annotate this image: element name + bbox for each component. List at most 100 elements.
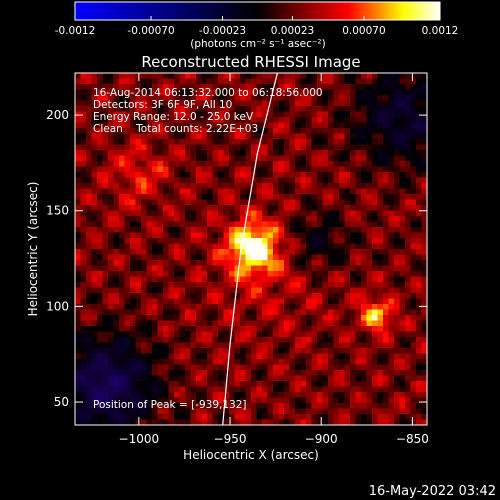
heatmap-cell xyxy=(229,265,235,272)
heatmap-cell xyxy=(234,106,241,112)
heatmap-cell xyxy=(108,337,114,343)
heatmap-cell xyxy=(311,243,318,250)
heatmap-cell xyxy=(124,298,131,305)
heatmap-cell xyxy=(278,342,285,349)
heatmap-cell xyxy=(113,155,120,162)
heatmap-cell xyxy=(146,403,153,409)
heatmap-cell xyxy=(339,144,345,151)
heatmap-cell xyxy=(394,238,400,244)
heatmap-cell xyxy=(339,287,345,294)
heatmap-cell xyxy=(102,249,109,255)
heatmap-cell xyxy=(317,199,323,206)
heatmap-cell xyxy=(295,89,301,96)
heatmap-cell xyxy=(366,144,373,151)
heatmap-cell xyxy=(152,78,158,85)
heatmap-cell xyxy=(421,161,427,167)
heatmap-cell xyxy=(388,73,395,79)
heatmap-cell xyxy=(339,315,345,321)
heatmap-cell xyxy=(278,243,285,250)
heatmap-cell xyxy=(317,172,323,178)
heatmap-cell xyxy=(388,293,395,299)
heatmap-cell xyxy=(350,353,356,360)
heatmap-cell xyxy=(317,260,323,266)
heatmap-cell xyxy=(168,95,175,101)
heatmap-cell xyxy=(344,276,351,283)
heatmap-cell xyxy=(196,106,202,112)
heatmap-cell xyxy=(179,177,186,184)
heatmap-cell xyxy=(278,298,285,305)
heatmap-cell xyxy=(262,304,268,310)
heatmap-cell xyxy=(179,359,186,365)
heatmap-cell xyxy=(157,155,164,162)
heatmap-cell xyxy=(91,221,98,228)
heatmap-cell xyxy=(273,337,279,343)
heatmap-cell xyxy=(152,414,158,420)
heatmap-cell xyxy=(146,359,153,365)
heatmap-cell xyxy=(141,232,147,239)
heatmap-cell xyxy=(146,166,153,173)
heatmap-cell xyxy=(388,381,395,387)
heatmap-cell xyxy=(75,155,81,162)
heatmap-cell xyxy=(179,210,186,217)
heatmap-cell xyxy=(190,111,197,118)
heatmap-cell xyxy=(135,408,142,415)
heatmap-cell xyxy=(130,403,136,409)
heatmap-cell xyxy=(295,177,301,184)
heatmap-cell xyxy=(328,205,334,211)
heatmap-cell xyxy=(196,408,202,415)
heatmap-cell xyxy=(262,177,268,184)
heatmap-cell xyxy=(388,188,395,195)
heatmap-cell xyxy=(179,188,186,195)
heatmap-cell xyxy=(267,254,274,261)
heatmap-cell xyxy=(108,177,114,184)
heatmap-cell xyxy=(372,419,378,425)
heatmap-cell xyxy=(339,205,345,211)
heatmap-cell xyxy=(350,128,356,134)
heatmap-cell xyxy=(201,397,208,404)
heatmap-cell xyxy=(152,89,158,96)
heatmap-cell xyxy=(300,265,307,272)
heatmap-cell xyxy=(218,144,224,151)
heatmap-cell xyxy=(245,172,252,178)
x-tick-label: −950 xyxy=(214,432,247,446)
heatmap-cell xyxy=(163,106,169,112)
heatmap-cell xyxy=(256,260,263,266)
heatmap-cell xyxy=(256,166,263,173)
heatmap-cell xyxy=(196,403,202,409)
heatmap-cell xyxy=(201,183,208,189)
heatmap-cell xyxy=(212,331,219,338)
heatmap-cell xyxy=(223,282,230,288)
heatmap-cell xyxy=(190,128,197,134)
heatmap-cell xyxy=(179,254,186,261)
heatmap-cell xyxy=(157,282,164,288)
heatmap-cell xyxy=(163,392,169,398)
heatmap-cell xyxy=(218,166,224,173)
heatmap-cell xyxy=(300,243,307,250)
heatmap-cell xyxy=(350,172,356,178)
heatmap-cell xyxy=(212,172,219,178)
heatmap-cell xyxy=(284,326,290,332)
heatmap-cell xyxy=(119,370,125,376)
heatmap-cell xyxy=(207,337,213,343)
heatmap-cell xyxy=(322,155,329,162)
heatmap-cell xyxy=(410,172,417,178)
heatmap-cell xyxy=(91,111,98,118)
heatmap-cell xyxy=(383,227,389,233)
heatmap-cell xyxy=(405,95,411,101)
heatmap-cell xyxy=(174,150,180,156)
heatmap-cell xyxy=(416,331,422,338)
heatmap-cell xyxy=(410,177,417,184)
heatmap-cell xyxy=(273,397,279,404)
heatmap-cell xyxy=(300,287,307,294)
heatmap-cell xyxy=(361,276,367,283)
heatmap-cell xyxy=(201,73,208,79)
heatmap-cell xyxy=(157,177,164,184)
heatmap-cell xyxy=(278,392,285,398)
heatmap-cell xyxy=(388,315,395,321)
heatmap-cell xyxy=(234,238,241,244)
heatmap-cell xyxy=(267,342,274,349)
heatmap-cell xyxy=(229,100,235,107)
heatmap-cell xyxy=(157,364,164,371)
heatmap-cell xyxy=(306,89,312,96)
heatmap-cell xyxy=(311,414,318,420)
